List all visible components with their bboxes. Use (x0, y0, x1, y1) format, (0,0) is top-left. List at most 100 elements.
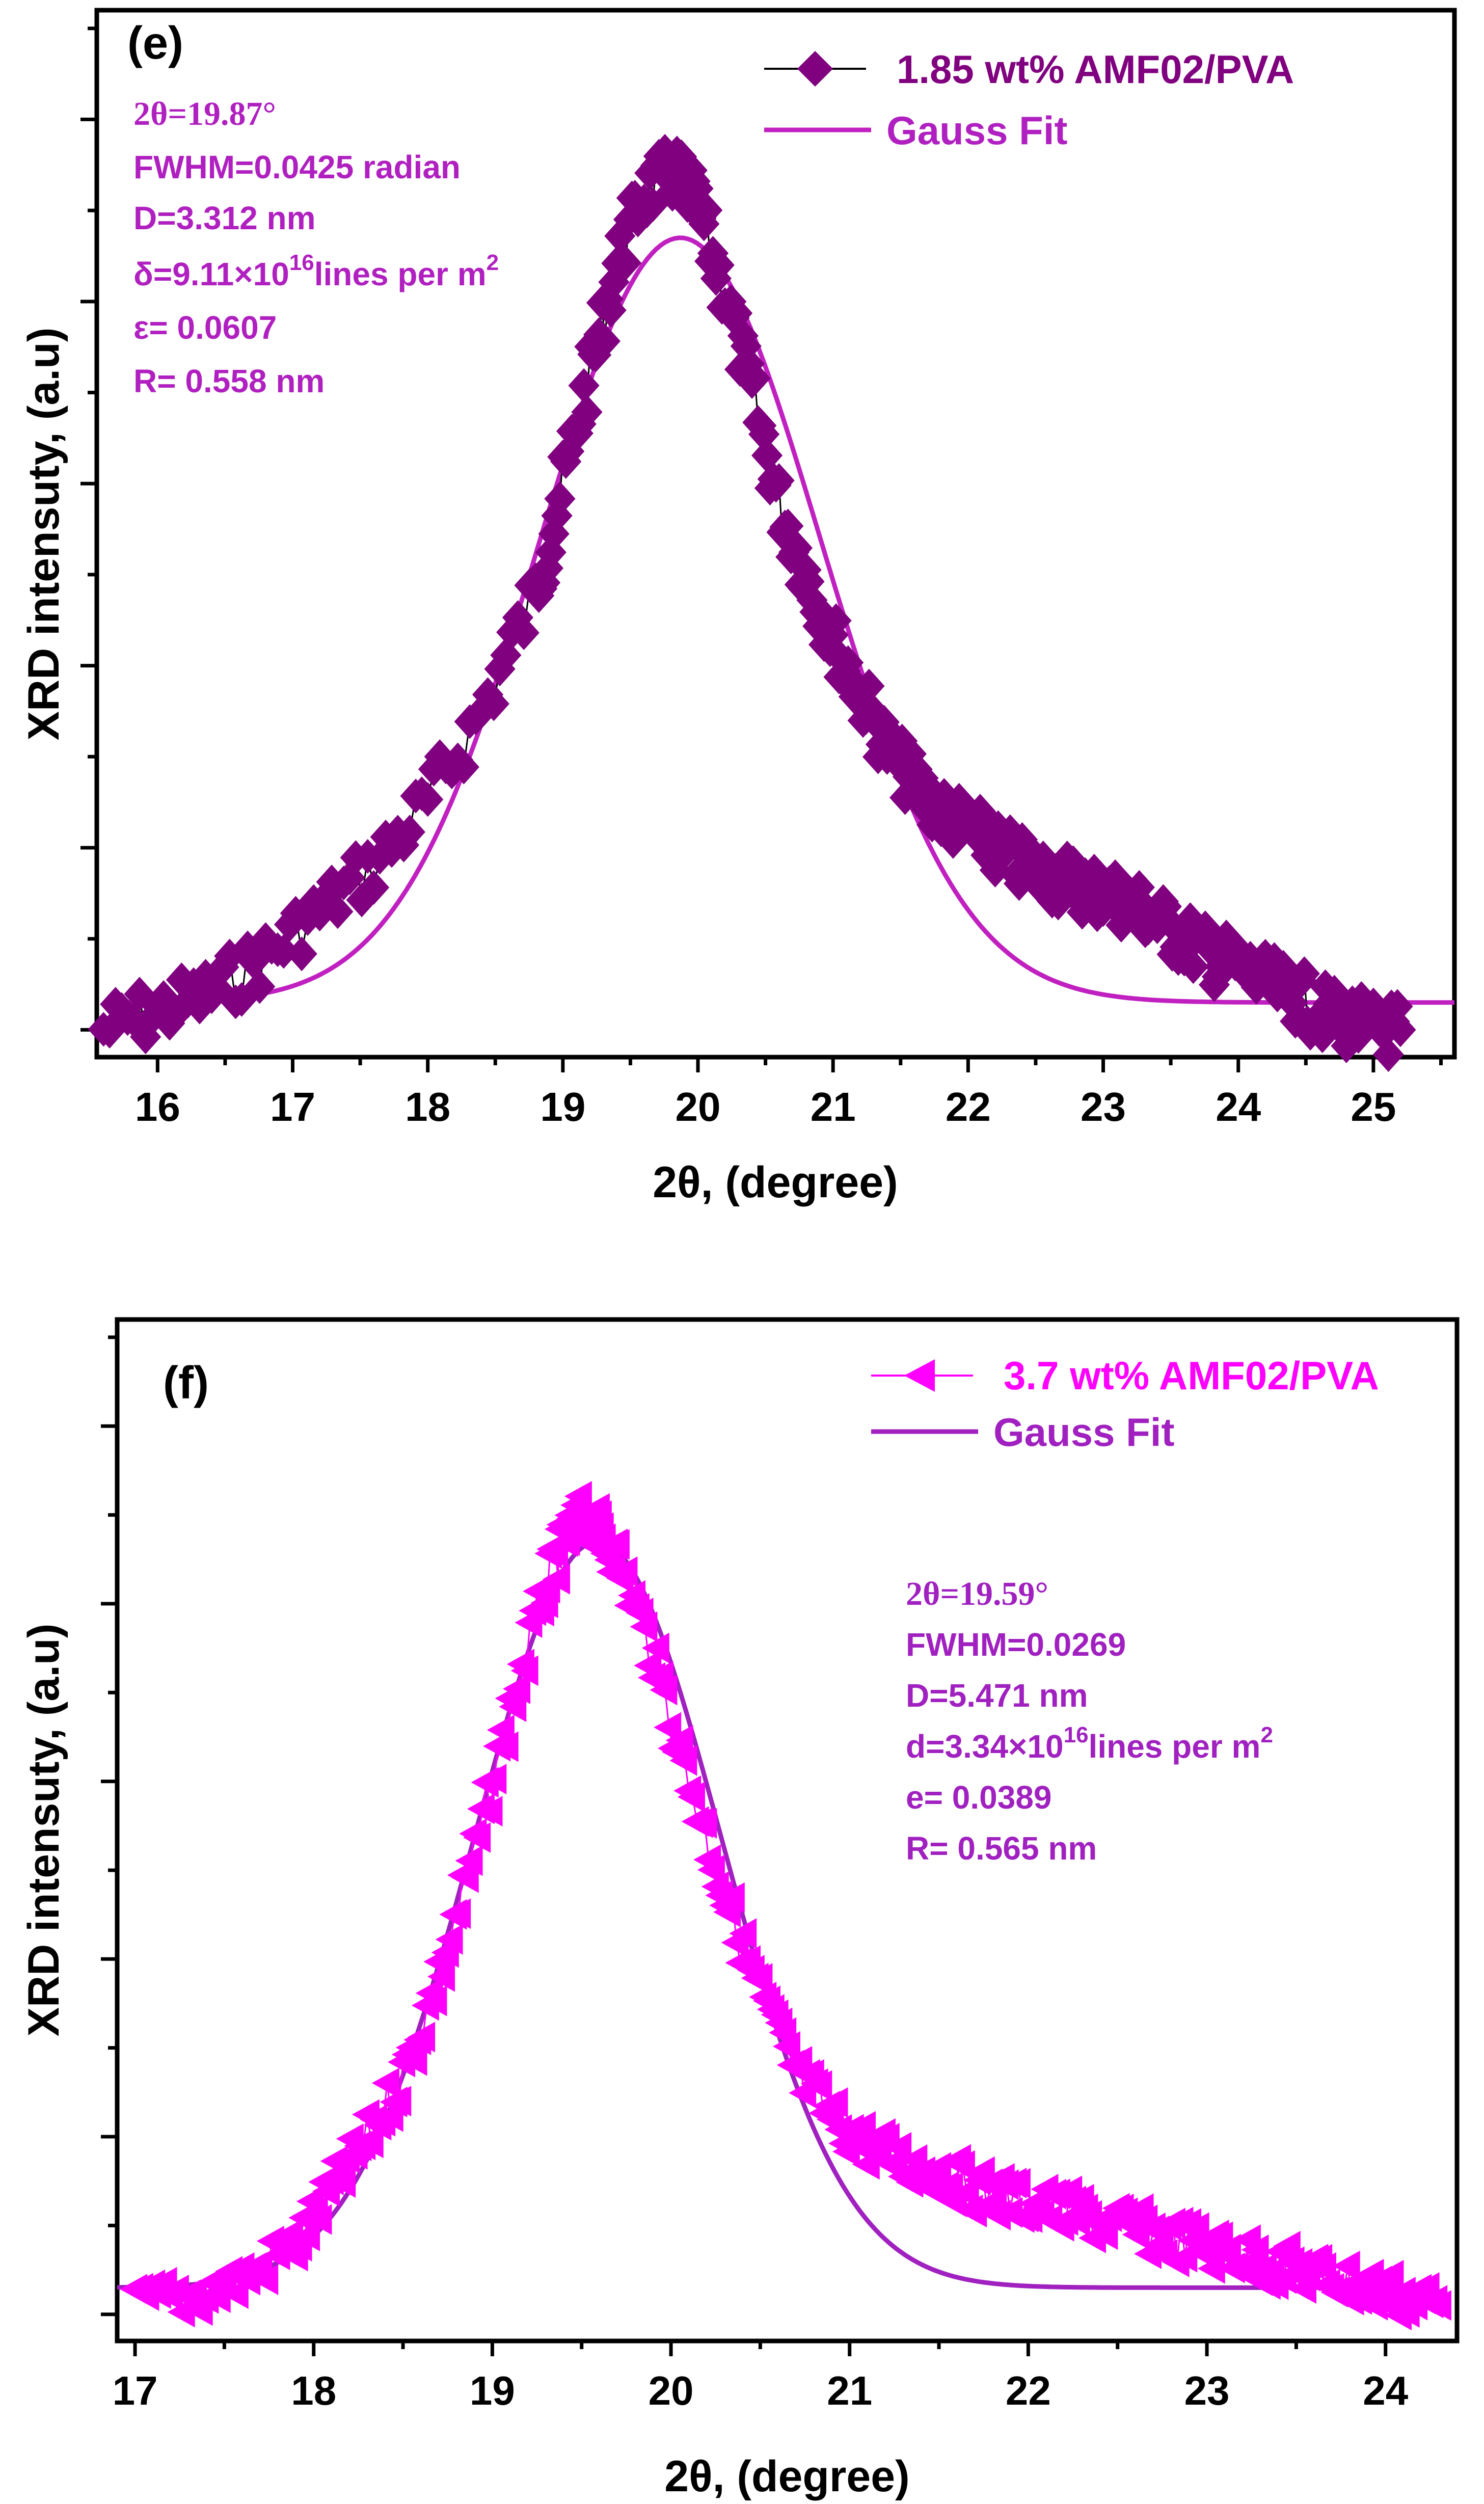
legend-f: 3.7 wt% AMF02/PVA Gauss Fit (871, 1353, 1379, 1455)
gauss-fit-f (117, 1539, 1368, 2290)
data-point-f-30 (292, 2220, 320, 2251)
data-point-f-143 (669, 1745, 697, 1776)
anno-two-theta-f: 2θ=19.59° (906, 1575, 1048, 1612)
data-point-f-80 (491, 1731, 519, 1762)
data-point-f-71 (455, 1845, 483, 1876)
x-tick-label-e-3: 19 (540, 1084, 585, 1129)
data-point-f-133 (630, 1611, 658, 1642)
axis-ticks-f: 17 18 19 20 21 22 23 24 (101, 1335, 1409, 2413)
data-point-e-36 (304, 897, 336, 932)
data-point-e-102 (610, 246, 642, 281)
data-point-e-45 (358, 870, 390, 905)
data-point-e-203 (886, 723, 918, 759)
data-point-f-155 (717, 1882, 745, 1913)
data-point-f-148 (689, 1808, 717, 1839)
data-point-e-12 (160, 997, 192, 1032)
anno-dislocation-suffix-e: lines per m (314, 256, 487, 292)
gauss-fit-curve-f (117, 1539, 1368, 2290)
plot-frame-e (94, 8, 1457, 1060)
data-point-e-242 (1003, 866, 1035, 901)
x-tick-label-e-2: 18 (405, 1084, 450, 1129)
gauss-fit-curve-e (117, 235, 1454, 1005)
data-point-e-87 (565, 407, 597, 442)
data-point-e-165 (772, 508, 804, 544)
data-point-e-192 (853, 668, 885, 704)
gauss-fit-e (117, 235, 1454, 1005)
anno-dislocation-prefix-f: d=3.34×10 (906, 1728, 1064, 1765)
chart-panel-f: 17 18 19 20 21 22 23 24 (f) 2θ=19.59° FWHM=0.02… (19, 1317, 1460, 2501)
chart-panel-e: 16 17 18 19 20 21 22 23 24 25 (e) 2θ=19.87° FWHM=… (19, 8, 1457, 1207)
data-point-e-67 (490, 638, 522, 673)
x-tick-label-f-2: 19 (470, 2368, 515, 2413)
data-point-f-280 (1213, 2233, 1241, 2265)
data-point-f-46 (356, 2128, 384, 2159)
data-point-e-154 (739, 361, 771, 396)
data-point-f-142 (665, 1725, 693, 1756)
data-point-e-337 (1288, 956, 1320, 991)
data-point-e-16 (184, 989, 215, 1025)
x-tick-label-f-4: 21 (827, 2368, 872, 2413)
data-point-e-24 (232, 930, 263, 965)
data-point-f-62 (419, 1985, 447, 2016)
legend-label-fit-f: Gauss Fit (993, 1410, 1174, 1455)
axis-ticks-e: 16 17 18 19 20 21 22 23 24 25 (80, 26, 1443, 1129)
data-point-f-53 (384, 2086, 412, 2117)
anno-dislocation-sq-f: 2 (1260, 1722, 1273, 1747)
data-point-e-365 (1372, 1037, 1404, 1072)
data-point-f-197 (884, 2132, 912, 2163)
anno-dislocation-sq-e: 2 (487, 250, 499, 275)
data-point-f-68 (443, 1898, 471, 1929)
data-point-e-88 (568, 368, 600, 403)
legend-label-data-f: 3.7 wt% AMF02/PVA (1004, 1353, 1379, 1398)
legend-diamond-icon-e (797, 51, 833, 87)
data-point-f-57 (399, 2045, 427, 2076)
data-point-f-126 (602, 1529, 630, 1560)
data-point-f-96 (542, 1564, 570, 1595)
data-point-e-48 (376, 833, 408, 868)
data-point-e-5 (118, 1003, 149, 1038)
data-point-f-33 (304, 2204, 332, 2235)
anno-dislocation-prefix-e: δ=9.11×10 (133, 256, 289, 292)
data-point-f-310 (1332, 2250, 1360, 2281)
x-tick-label-e-1: 17 (270, 1084, 315, 1129)
data-point-f-169 (772, 2031, 800, 2062)
anno-strain-e: ε= 0.0607 (133, 309, 277, 346)
data-point-f-77 (479, 1764, 507, 1795)
data-point-f-177 (804, 2070, 832, 2101)
data-point-f-22 (251, 2264, 279, 2295)
x-axis-title-f: 2θ, (degree) (664, 2452, 909, 2501)
anno-dislocation-f: d=3.34×1016lines per m2 (906, 1722, 1273, 1765)
data-point-f-138 (650, 1675, 678, 1706)
data-point-e-219 (934, 795, 966, 830)
data-point-f-222 (983, 2199, 1011, 2230)
data-point-e-46 (364, 840, 395, 875)
data-point-e-146 (715, 284, 747, 319)
data-point-e-95 (589, 324, 620, 359)
data-point-f-145 (677, 1782, 705, 1813)
anno-dislocation-suffix-f: lines per m (1089, 1728, 1261, 1765)
data-point-f-73 (463, 1822, 491, 1853)
data-point-e-76 (532, 551, 563, 586)
anno-fwhm-e: FWHM=0.0425 radian (133, 149, 461, 185)
data-point-f-107 (564, 1481, 592, 1512)
data-point-f-333 (1423, 2290, 1451, 2321)
data-point-e-142 (703, 248, 735, 283)
data-point-e-97 (595, 292, 627, 328)
data-point-f-158 (729, 1918, 757, 1949)
annotation-block-f: 2θ=19.59° FWHM=0.0269 D=5.471 nm d=3.34×… (906, 1575, 1273, 1867)
legend-triangle-icon-f (904, 1359, 935, 1392)
data-point-e-180 (817, 617, 849, 653)
legend-e: 1.85 wt% AMF02/PVA Gauss Fit (764, 47, 1294, 153)
data-point-e-14 (172, 984, 203, 1019)
x-tick-label-e-5: 21 (811, 1084, 856, 1129)
data-point-e-33 (286, 936, 317, 972)
data-point-e-138 (691, 193, 723, 228)
x-tick-label-e-9: 25 (1351, 1084, 1396, 1129)
data-point-f-181 (820, 2087, 848, 2118)
data-point-f-136 (641, 1632, 669, 1663)
data-point-e-230 (967, 797, 999, 832)
data-point-f-8 (167, 2297, 195, 2328)
data-point-f-207 (924, 2152, 952, 2183)
anno-crystal-size-f: D=5.471 nm (906, 1677, 1088, 1714)
data-point-e-89 (571, 394, 603, 429)
